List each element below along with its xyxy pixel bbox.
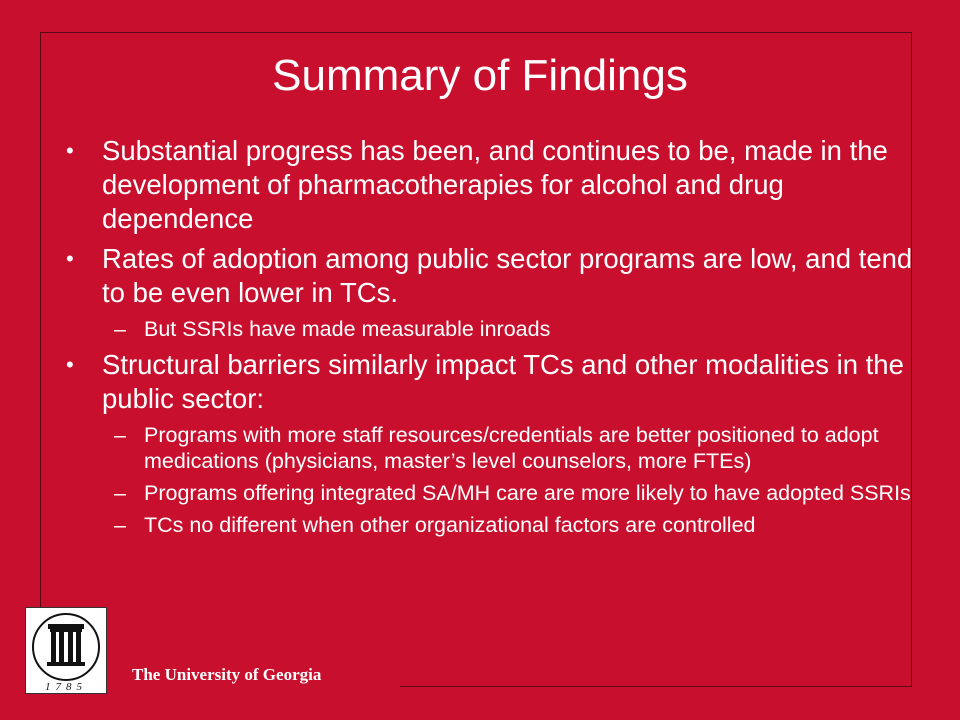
dash-icon: – <box>114 513 126 537</box>
bullet-group-2: • Rates of adoption among public sector … <box>60 242 920 342</box>
bullet-text: Structural barriers similarly impact TCs… <box>102 349 904 414</box>
bullet-icon: • <box>66 246 74 271</box>
sub-bullet-item: – Programs with more staff resources/cre… <box>60 422 920 474</box>
bullet-item: • Rates of adoption among public sector … <box>60 242 920 310</box>
bullet-item: • Structural barriers similarly impact T… <box>60 348 920 416</box>
arch-columns-icon: 1785 <box>32 613 100 693</box>
sub-bullet-text: TCs no different when other organization… <box>144 513 756 537</box>
bullet-list: • Substantial progress has been, and con… <box>60 134 920 544</box>
frame-gap <box>38 682 400 692</box>
bullet-icon: • <box>66 352 74 377</box>
university-logo: 1785 <box>25 607 107 694</box>
sub-bullet-item: – TCs no different when other organizati… <box>60 512 920 538</box>
sub-bullet-text: Programs offering integrated SA/MH care … <box>144 481 911 505</box>
bullet-icon: • <box>66 138 74 163</box>
bullet-text: Substantial progress has been, and conti… <box>102 135 888 234</box>
logo-year: 1785 <box>45 681 87 693</box>
sub-bullet-item: – Programs offering integrated SA/MH car… <box>60 480 920 506</box>
slide-frame <box>40 32 912 687</box>
bullet-group-3: • Structural barriers similarly impact T… <box>60 348 920 538</box>
bullet-text: Rates of adoption among public sector pr… <box>102 243 913 308</box>
sub-bullet-text: Programs with more staff resources/crede… <box>144 423 879 473</box>
sub-bullet-text: But SSRIs have made measurable inroads <box>144 317 551 341</box>
bullet-item: • Substantial progress has been, and con… <box>60 134 920 236</box>
dash-icon: – <box>114 317 126 341</box>
university-name: The University of Georgia <box>132 665 322 684</box>
bullet-group-1: • Substantial progress has been, and con… <box>60 134 920 236</box>
slide-title: Summary of Findings <box>272 51 688 100</box>
sub-bullet-item: – But SSRIs have made measurable inroads <box>60 316 920 342</box>
dash-icon: – <box>114 423 126 447</box>
dash-icon: – <box>114 481 126 505</box>
